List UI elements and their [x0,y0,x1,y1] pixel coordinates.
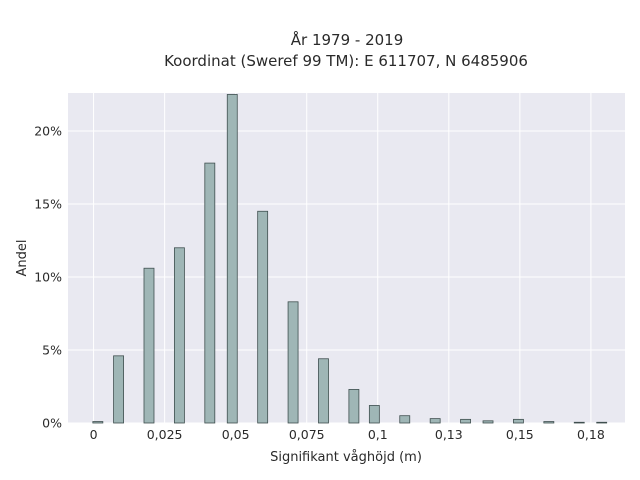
bar [113,355,124,424]
x-tick-label: 0,025 [147,427,183,442]
bar [287,301,299,424]
x-axis-label: Signifikant våghöjd (m) [270,450,422,465]
bar [173,247,185,424]
bar [226,94,238,424]
x-tick-label: 0 [90,427,98,442]
y-tick-label: 0% [42,416,62,431]
x-tick-label: 0,15 [506,427,534,442]
bar [482,420,494,424]
bar [143,267,155,424]
y-axis-ticks: 0% 5% 10% 15% 20% [34,123,62,430]
bar [399,415,411,424]
bar [460,418,471,424]
bar [596,421,608,424]
chart-subtitle: Koordinat (Sweref 99 TM): E 611707, N 64… [164,52,528,70]
x-tick-label: 0,075 [289,427,325,442]
bar [204,162,216,424]
x-tick-label: 0,1 [368,427,388,442]
bar [429,418,441,424]
x-tick-label: 0,18 [577,427,605,442]
bar [573,421,585,424]
chart-title: År 1979 - 2019 [291,30,404,49]
y-tick-label: 15% [34,196,62,211]
bar [368,405,380,424]
bar [92,421,104,424]
y-tick-label: 20% [34,123,62,138]
y-tick-label: 10% [34,269,62,284]
plot-area [68,93,625,423]
bar [543,421,555,424]
x-tick-label: 0,13 [435,427,463,442]
bar [348,389,360,424]
bar [318,358,329,424]
bar [257,210,269,424]
y-tick-label: 5% [42,342,62,357]
x-axis-ticks: 0 0,025 0,05 0,075 0,1 0,13 0,15 0,18 [90,427,605,442]
bar [513,418,524,424]
x-tick-label: 0,05 [222,427,250,442]
y-axis-label: Andel [15,240,30,277]
bars [92,94,608,424]
